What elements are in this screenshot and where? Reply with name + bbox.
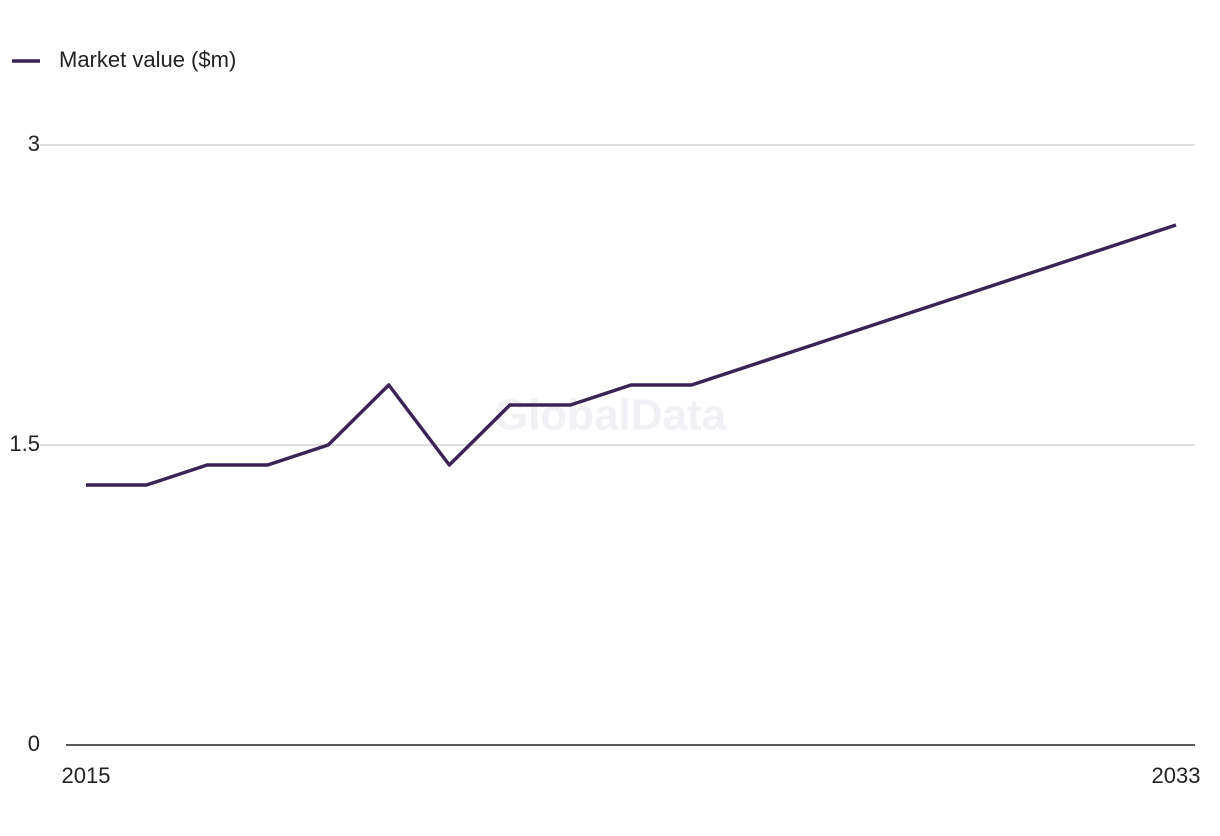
legend-label: Market value ($m): [59, 47, 236, 72]
x-tick-label: 2015: [62, 763, 111, 788]
x-tick-label: 2033: [1152, 763, 1201, 788]
y-tick-label: 1.5: [9, 431, 40, 456]
y-tick-label: 3: [28, 131, 40, 156]
line: [86, 223, 1177, 487]
y-tick-label: 0: [28, 731, 40, 756]
watermark: GlobalData: [494, 391, 727, 440]
